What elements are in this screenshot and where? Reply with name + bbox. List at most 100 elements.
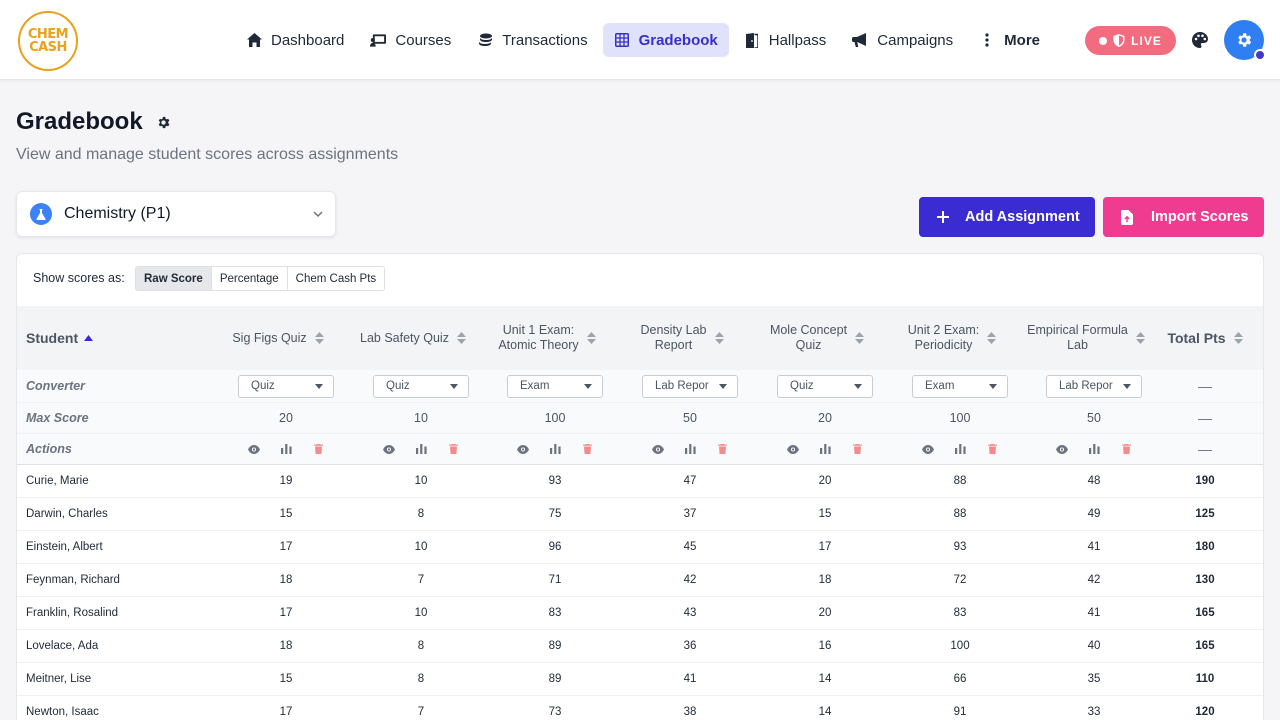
score-cell[interactable]: 41: [650, 663, 730, 695]
score-cell[interactable]: 18: [246, 564, 326, 596]
score-cell[interactable]: 83: [920, 597, 1000, 629]
converter-select[interactable]: Lab Repor: [642, 374, 738, 398]
trash-icon[interactable]: [447, 443, 460, 456]
score-cell[interactable]: 41: [1054, 531, 1134, 563]
nav-item-hallpass[interactable]: Hallpass: [733, 23, 838, 57]
sort-icon[interactable]: [987, 331, 997, 345]
score-mode-option-raw-score[interactable]: Raw Score: [136, 267, 212, 290]
eye-icon[interactable]: [787, 443, 800, 456]
score-cell[interactable]: 47: [650, 465, 730, 497]
eye-icon[interactable]: [1056, 443, 1069, 456]
trash-icon[interactable]: [312, 443, 325, 456]
nav-item-gradebook[interactable]: Gradebook: [602, 23, 729, 57]
score-cell[interactable]: 18: [246, 630, 326, 662]
score-cell[interactable]: 40: [1054, 630, 1134, 662]
assignment-column-header[interactable]: Density Lab Report: [616, 306, 748, 370]
bar-chart-icon[interactable]: [954, 443, 967, 456]
assignment-column-header[interactable]: Mole Concept Quiz: [751, 306, 883, 370]
import-scores-button[interactable]: Import Scores: [1103, 197, 1264, 237]
score-cell[interactable]: 75: [515, 498, 595, 530]
bar-chart-icon[interactable]: [1088, 443, 1101, 456]
score-cell[interactable]: 17: [246, 597, 326, 629]
score-cell[interactable]: 89: [515, 663, 595, 695]
score-cell[interactable]: 71: [515, 564, 595, 596]
eye-icon[interactable]: [922, 443, 935, 456]
score-cell[interactable]: 8: [381, 630, 461, 662]
bar-chart-icon[interactable]: [415, 443, 428, 456]
score-mode-option-chem-cash-pts[interactable]: Chem Cash Pts: [287, 267, 385, 290]
trash-icon[interactable]: [716, 443, 729, 456]
nav-item-campaigns[interactable]: Campaigns: [841, 23, 964, 57]
settings-gear-icon[interactable]: [156, 115, 171, 130]
nav-item-dashboard[interactable]: Dashboard: [235, 23, 355, 57]
table-row[interactable]: Feynman, Richard 18 7 71 42 18 72 42 130: [17, 564, 1263, 597]
score-cell[interactable]: 10: [381, 597, 461, 629]
bar-chart-icon[interactable]: [819, 443, 832, 456]
score-cell[interactable]: 45: [650, 531, 730, 563]
sort-icon[interactable]: [1135, 331, 1145, 345]
score-cell[interactable]: 43: [650, 597, 730, 629]
score-cell[interactable]: 7: [381, 564, 461, 596]
assignment-column-header[interactable]: Unit 2 Exam: Periodicity: [886, 306, 1018, 370]
score-cell[interactable]: 16: [785, 630, 865, 662]
score-cell[interactable]: 18: [785, 564, 865, 596]
sort-icon[interactable]: [456, 331, 466, 345]
score-cell[interactable]: 73: [515, 696, 595, 720]
eye-icon[interactable]: [517, 443, 530, 456]
score-cell[interactable]: 35: [1054, 663, 1134, 695]
score-cell[interactable]: 15: [246, 498, 326, 530]
score-cell[interactable]: 33: [1054, 696, 1134, 720]
score-cell[interactable]: 17: [785, 531, 865, 563]
nav-item-more[interactable]: More: [968, 23, 1051, 57]
table-row[interactable]: Newton, Isaac 17 7 73 38 14 91 33 120: [17, 696, 1263, 720]
score-cell[interactable]: 88: [920, 465, 1000, 497]
score-cell[interactable]: 38: [650, 696, 730, 720]
score-cell[interactable]: 93: [515, 465, 595, 497]
score-cell[interactable]: 15: [246, 663, 326, 695]
eye-icon[interactable]: [383, 443, 396, 456]
live-button[interactable]: LIVE: [1085, 26, 1176, 55]
table-row[interactable]: Darwin, Charles 15 8 75 37 15 88 49 125: [17, 498, 1263, 531]
score-cell[interactable]: 48: [1054, 465, 1134, 497]
sort-icon[interactable]: [1233, 331, 1243, 345]
score-cell[interactable]: 89: [515, 630, 595, 662]
table-row[interactable]: Einstein, Albert 17 10 96 45 17 93 41 180: [17, 531, 1263, 564]
trash-icon[interactable]: [851, 443, 864, 456]
score-cell[interactable]: 66: [920, 663, 1000, 695]
converter-select[interactable]: Quiz: [373, 374, 469, 398]
score-cell[interactable]: 100: [920, 630, 1000, 662]
score-cell[interactable]: 72: [920, 564, 1000, 596]
score-cell[interactable]: 96: [515, 531, 595, 563]
score-cell[interactable]: 15: [785, 498, 865, 530]
score-cell[interactable]: 10: [381, 531, 461, 563]
score-cell[interactable]: 14: [785, 663, 865, 695]
eye-icon[interactable]: [652, 443, 665, 456]
score-cell[interactable]: 10: [381, 465, 461, 497]
score-cell[interactable]: 88: [920, 498, 1000, 530]
assignment-column-header[interactable]: Sig Figs Quiz: [212, 306, 344, 370]
sort-icon[interactable]: [314, 331, 324, 345]
sort-icon[interactable]: [586, 331, 596, 345]
score-mode-option-percentage[interactable]: Percentage: [211, 267, 288, 290]
student-column-header[interactable]: Student: [26, 306, 206, 370]
user-avatar[interactable]: [1224, 20, 1266, 61]
score-cell[interactable]: 17: [246, 531, 326, 563]
converter-select[interactable]: Quiz: [777, 374, 873, 398]
palette-icon[interactable]: [1191, 31, 1209, 49]
eye-icon[interactable]: [248, 443, 261, 456]
trash-icon[interactable]: [581, 443, 594, 456]
score-cell[interactable]: 14: [785, 696, 865, 720]
sort-icon[interactable]: [855, 331, 865, 345]
score-cell[interactable]: 20: [785, 465, 865, 497]
bar-chart-icon[interactable]: [280, 443, 293, 456]
class-selector[interactable]: Chemistry (P1): [16, 191, 336, 237]
assignment-column-header[interactable]: Unit 1 Exam: Atomic Theory: [481, 306, 613, 370]
trash-icon[interactable]: [986, 443, 999, 456]
total-points-column-header[interactable]: Total Pts: [1150, 306, 1260, 370]
bar-chart-icon[interactable]: [684, 443, 697, 456]
score-cell[interactable]: 7: [381, 696, 461, 720]
score-cell[interactable]: 93: [920, 531, 1000, 563]
nav-item-transactions[interactable]: Transactions: [466, 23, 598, 57]
trash-icon[interactable]: [1120, 443, 1133, 456]
score-cell[interactable]: 20: [785, 597, 865, 629]
